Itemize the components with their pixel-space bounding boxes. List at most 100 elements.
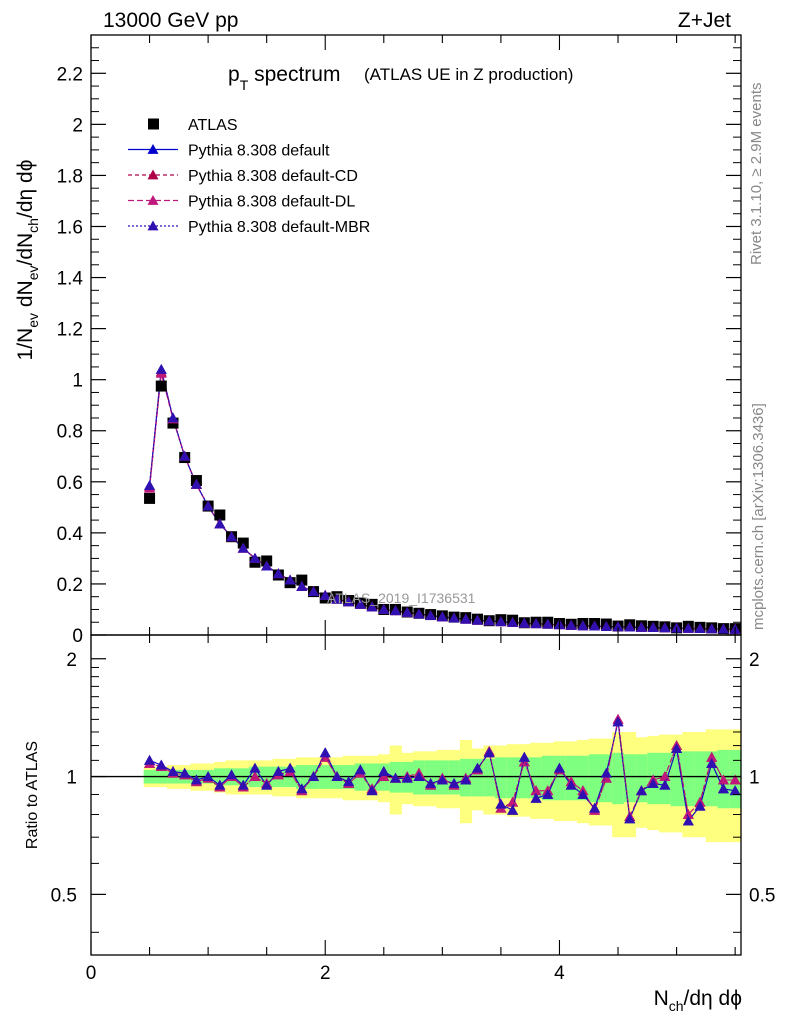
mcplots-label: mcplots.cern.ch [arXiv:1306.3436] [750,403,767,630]
main-point [612,621,624,632]
main-point [542,618,554,629]
ratio-point [507,796,519,807]
ratio-point [343,776,355,787]
xtick-label: 4 [554,963,565,984]
ratio-point [682,815,694,826]
atlas-point [296,574,308,586]
main-point [272,568,284,579]
x-axis-label: Nch/dη dϕ [654,987,742,1014]
ratio-point [226,769,238,780]
main-ytick-label: 1.6 [57,217,83,238]
rivet-label: Rivet 3.1.10, ≥ 2.9M events [748,83,765,266]
ratio-axes: 0.5 0.5 1 1 2 2 0 2 4 [51,635,775,984]
main-point [284,574,296,585]
main-point [319,589,331,600]
ratio-point [600,767,612,778]
main-point [401,607,413,617]
main-point [717,623,729,634]
ratio-point [413,771,425,781]
main-ytick-label: 0.6 [57,473,83,494]
ratio-ytick-label: 1 [66,768,77,789]
ratio-point [354,764,366,775]
main-ytick-label: 1.8 [57,166,83,187]
ratio-point [179,767,191,778]
ratio-band-inner [541,755,555,801]
legend-label: Pythia 8.308 default-CD [188,168,358,185]
main-ytick-label: 2.2 [57,64,83,85]
ratio-point [144,754,156,765]
main-point [366,601,378,612]
ratio-point [190,774,202,785]
ratio-point [542,788,554,799]
ratio-point [155,759,167,770]
ratio-band-inner [553,755,566,801]
ratio-point [331,771,343,781]
ratio-ytick-label: 2 [66,650,77,671]
ratio-point [401,772,413,783]
ratio-point [624,813,636,824]
main-point [471,614,483,625]
main-point [202,500,214,511]
ratio-ytick-label-right: 2 [749,650,760,671]
main-point [167,412,179,423]
ratio-point [717,783,729,794]
main-point [647,622,659,632]
ratio-point [577,788,589,799]
ratio-point [272,766,284,776]
main-point [249,552,261,563]
legend-label: Pythia 8.308 default [188,143,330,160]
main-point [589,620,601,631]
main-point [460,613,472,624]
main-point [425,610,437,620]
ratio-point [635,785,647,796]
ratio-band-inner [682,751,695,807]
ratio-point [237,779,249,790]
main-point [659,622,671,633]
legend-marker-atlas [148,118,159,130]
ratio-point [390,772,402,783]
main-point [507,616,519,627]
ratio-point [729,785,741,796]
ratio-point [706,751,718,762]
header-energy: 13000 GeV pp [103,9,238,32]
ratio-point [530,785,542,796]
legend-label: ATLAS [188,117,238,134]
ratio-point [214,779,226,790]
atlas-point [144,492,156,504]
atlas-point [155,380,167,392]
main-point [413,608,425,619]
ratio-point [495,798,507,809]
legend-marker [147,195,159,205]
main-point [378,603,390,614]
ratio-point [530,792,542,803]
ratio-point [717,774,729,785]
legend-label: Pythia 8.308 default-MBR [188,219,370,236]
ratio-point [378,766,390,776]
ratio-point [425,778,437,788]
legend-label: Pythia 8.308 default-DL [188,194,355,211]
main-ytick-label: 0.2 [57,575,83,596]
ratio-band-inner [635,754,648,803]
ratio-point [460,774,472,785]
ratio-band-inner [588,754,601,803]
main-point [144,480,156,491]
legend-marker [147,169,159,180]
ratio-band-inner [612,752,625,805]
ratio-point [249,762,261,773]
main-ytick-label: 1.2 [57,320,83,341]
main-point [390,605,402,616]
main-axes: 0 0.2 0.4 0.6 0.8 1 1.2 1.4 1.6 1.8 2 2.2 [57,34,741,647]
ratio-band-inner [623,754,637,803]
ratio-point [507,804,519,815]
ratio-point [706,757,718,768]
ratio-point [647,778,659,788]
main-point [296,580,308,591]
main-ytick-label: 0.8 [57,422,83,443]
main-point [308,586,320,596]
ratio-point [284,762,296,773]
ratio-point [553,762,565,773]
ratio-point [436,774,448,785]
main-point [343,596,355,607]
ratio-point [612,716,624,727]
ratio-point [518,751,530,762]
